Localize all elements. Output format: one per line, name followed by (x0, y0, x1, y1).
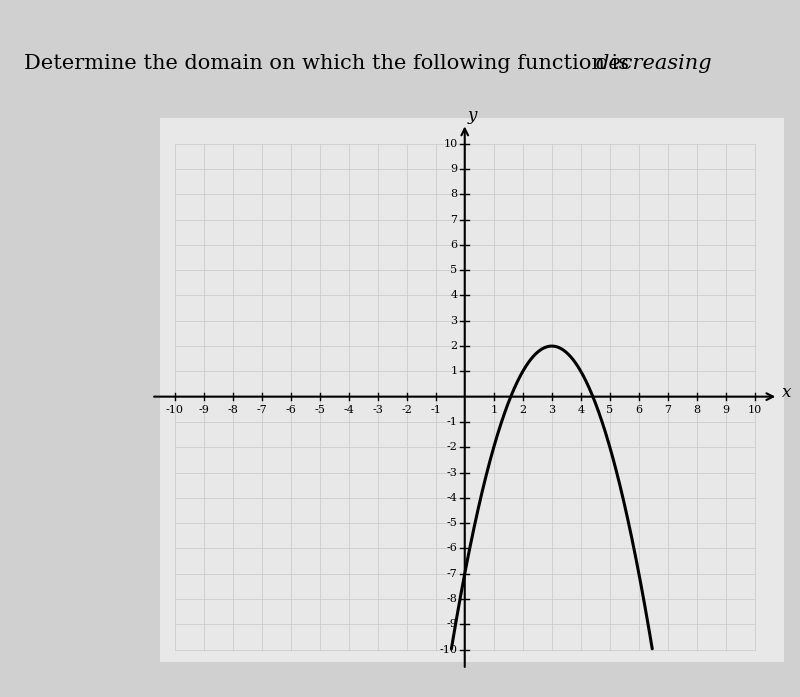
Text: 5: 5 (450, 266, 458, 275)
Text: 1: 1 (490, 406, 498, 415)
Text: -6: -6 (285, 406, 296, 415)
Text: -8: -8 (227, 406, 238, 415)
Text: 4: 4 (450, 291, 458, 300)
Text: -1: -1 (430, 406, 441, 415)
Text: -8: -8 (446, 594, 458, 604)
Text: 7: 7 (450, 215, 458, 224)
Text: -7: -7 (256, 406, 267, 415)
Text: -2: -2 (402, 406, 412, 415)
Text: -2: -2 (446, 442, 458, 452)
Text: 8: 8 (694, 406, 701, 415)
Text: 6: 6 (450, 240, 458, 250)
Text: -3: -3 (372, 406, 383, 415)
Text: 7: 7 (665, 406, 671, 415)
Text: 4: 4 (578, 406, 584, 415)
Text: 2: 2 (519, 406, 526, 415)
Text: 9: 9 (722, 406, 730, 415)
Text: -4: -4 (446, 493, 458, 503)
Text: 10: 10 (748, 406, 762, 415)
Text: -3: -3 (446, 468, 458, 477)
Text: -10: -10 (439, 645, 458, 654)
Text: -4: -4 (343, 406, 354, 415)
Text: 2: 2 (450, 341, 458, 351)
Text: 3: 3 (450, 316, 458, 325)
Text: 9: 9 (450, 164, 458, 174)
Text: -1: -1 (446, 417, 458, 427)
Text: 6: 6 (635, 406, 642, 415)
Text: -7: -7 (446, 569, 458, 579)
Text: 3: 3 (548, 406, 555, 415)
Text: Determine the domain on which the following function is: Determine the domain on which the follow… (24, 54, 636, 73)
Text: -10: -10 (166, 406, 183, 415)
Text: -9: -9 (446, 619, 458, 629)
Text: decreasing: decreasing (596, 54, 713, 73)
Text: -6: -6 (446, 544, 458, 553)
Text: 10: 10 (443, 139, 458, 148)
Text: -5: -5 (314, 406, 325, 415)
Text: -5: -5 (446, 518, 458, 528)
Text: 1: 1 (450, 367, 458, 376)
Text: y: y (467, 107, 477, 125)
Text: -9: -9 (198, 406, 209, 415)
Text: x: x (782, 384, 791, 401)
Text: 5: 5 (606, 406, 614, 415)
Text: 8: 8 (450, 190, 458, 199)
